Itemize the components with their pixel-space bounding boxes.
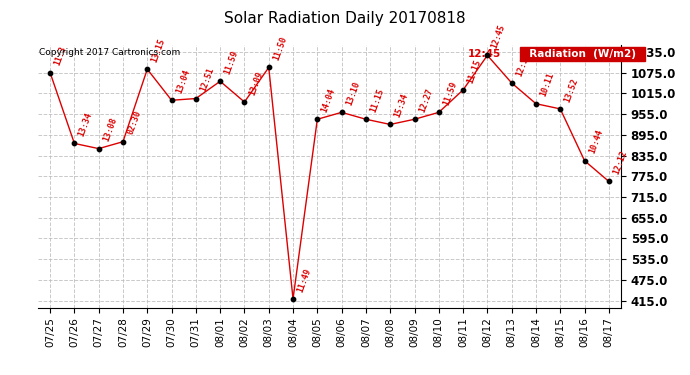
Text: 10:11: 10:11 — [539, 72, 555, 98]
Point — [360, 116, 371, 122]
Point — [409, 116, 420, 122]
Text: 11:59: 11:59 — [223, 49, 240, 76]
Text: 10:44: 10:44 — [587, 129, 604, 155]
Text: 14:04: 14:04 — [320, 87, 337, 114]
Point — [45, 70, 56, 76]
Point — [263, 64, 274, 70]
Point — [93, 146, 104, 152]
Point — [288, 296, 299, 302]
Point — [141, 66, 152, 72]
Text: 11:3: 11:3 — [53, 45, 68, 67]
Text: 12:27: 12:27 — [417, 87, 434, 114]
Point — [336, 110, 347, 116]
Point — [69, 141, 80, 147]
Point — [117, 139, 128, 145]
Point — [166, 97, 177, 103]
Text: 11:15: 11:15 — [368, 87, 386, 114]
Text: 11:59: 11:59 — [442, 80, 459, 107]
Text: 13:04: 13:04 — [175, 68, 191, 95]
Text: 13:08: 13:08 — [101, 117, 119, 143]
Text: 13:52: 13:52 — [563, 77, 580, 104]
Point — [433, 110, 444, 116]
Point — [579, 158, 590, 164]
Text: 15:34: 15:34 — [393, 92, 410, 119]
Point — [506, 80, 518, 86]
Text: Solar Radiation Daily 20170818: Solar Radiation Daily 20170818 — [224, 11, 466, 26]
Point — [482, 53, 493, 58]
Text: 12:45: 12:45 — [469, 49, 502, 59]
Text: 11:49: 11:49 — [296, 267, 313, 293]
Point — [385, 122, 396, 128]
Point — [555, 106, 566, 112]
Text: 11:15: 11:15 — [466, 58, 483, 84]
Point — [603, 178, 614, 184]
Text: 13:09: 13:09 — [247, 70, 264, 96]
Point — [239, 99, 250, 105]
Point — [215, 78, 226, 84]
Text: Copyright 2017 Cartronics.com: Copyright 2017 Cartronics.com — [39, 48, 180, 57]
Text: 13:34: 13:34 — [77, 111, 94, 138]
Text: 12:51: 12:51 — [199, 66, 216, 93]
Point — [190, 96, 201, 102]
Text: 13:10: 13:10 — [344, 80, 362, 107]
Text: 02:30: 02:30 — [126, 110, 143, 136]
Text: 12:1: 12:1 — [515, 56, 530, 78]
Point — [312, 116, 323, 122]
Text: 12:12: 12:12 — [611, 149, 629, 176]
Text: 13:15: 13:15 — [150, 37, 167, 64]
Point — [457, 87, 469, 93]
Text: 11:50: 11:50 — [272, 35, 288, 62]
Point — [531, 101, 542, 107]
Text: Radiation  (W/m2): Radiation (W/m2) — [522, 49, 643, 59]
Text: 12:45: 12:45 — [490, 23, 507, 50]
